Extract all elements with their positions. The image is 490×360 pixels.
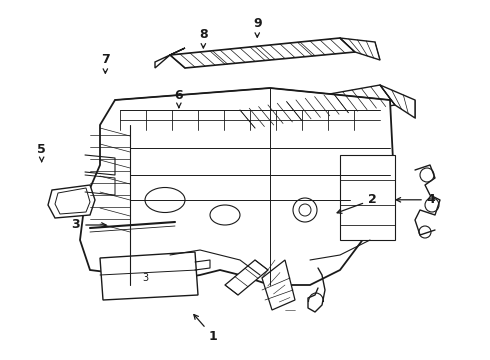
Text: 3: 3 xyxy=(72,219,106,231)
Polygon shape xyxy=(262,260,295,310)
Polygon shape xyxy=(80,88,395,285)
Text: 3: 3 xyxy=(142,273,148,283)
Text: 6: 6 xyxy=(174,89,183,108)
Text: 8: 8 xyxy=(199,28,208,48)
Polygon shape xyxy=(170,38,355,68)
Polygon shape xyxy=(155,48,185,68)
Text: 2: 2 xyxy=(337,193,377,213)
Polygon shape xyxy=(340,155,395,240)
Polygon shape xyxy=(340,38,380,60)
Text: 9: 9 xyxy=(253,17,262,37)
Text: 4: 4 xyxy=(396,193,436,206)
Polygon shape xyxy=(100,252,198,300)
Text: 1: 1 xyxy=(194,315,218,343)
Polygon shape xyxy=(240,85,395,128)
Text: 5: 5 xyxy=(37,143,46,162)
Text: 7: 7 xyxy=(101,53,110,73)
Polygon shape xyxy=(225,260,268,295)
Polygon shape xyxy=(48,185,95,218)
Polygon shape xyxy=(380,85,415,118)
